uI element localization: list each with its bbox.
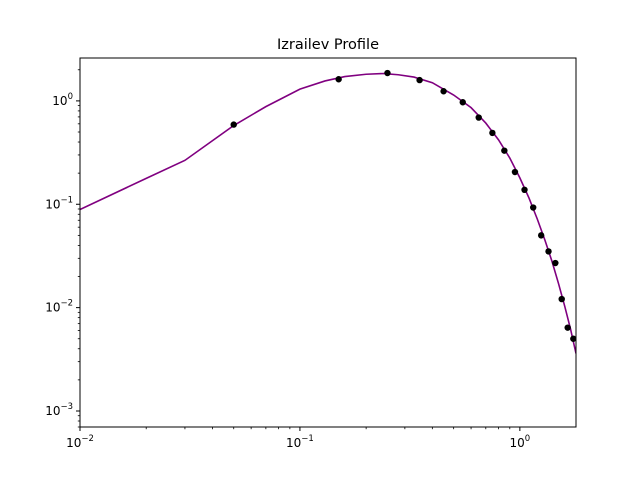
x-tick-label: 10−2 — [66, 434, 94, 450]
plot-frame — [79, 57, 577, 428]
data-point — [416, 76, 423, 84]
y-tick-label: 10−1 — [45, 195, 73, 211]
data-point — [384, 69, 391, 77]
data-point — [521, 186, 528, 193]
data-point — [440, 88, 447, 95]
data-point — [570, 335, 576, 342]
y-tick-label: 10−2 — [45, 299, 73, 315]
data-point — [545, 248, 552, 255]
x-tick-label: 10−1 — [286, 434, 314, 450]
data-point — [537, 232, 545, 239]
data-point — [511, 168, 519, 176]
x-tick-label: 100 — [510, 434, 531, 450]
data-point — [501, 147, 508, 154]
data-point — [530, 204, 537, 211]
plot-layer — [80, 69, 576, 354]
data-point — [230, 121, 237, 128]
chart-title: Izrailev Profile — [277, 37, 379, 53]
data-point — [335, 76, 342, 83]
data-point — [475, 114, 482, 121]
y-tick-label: 100 — [52, 92, 73, 108]
y-tick-label: 10−3 — [45, 402, 73, 418]
data-point — [459, 99, 466, 106]
axes-layer: 10−2 10−1 100 10−3 10−2 10−1 100 — [45, 69, 531, 450]
fit-curve-line — [80, 72, 576, 354]
data-point — [564, 324, 571, 331]
data-point — [489, 129, 496, 137]
data-point — [558, 295, 565, 303]
data-point — [552, 259, 559, 267]
